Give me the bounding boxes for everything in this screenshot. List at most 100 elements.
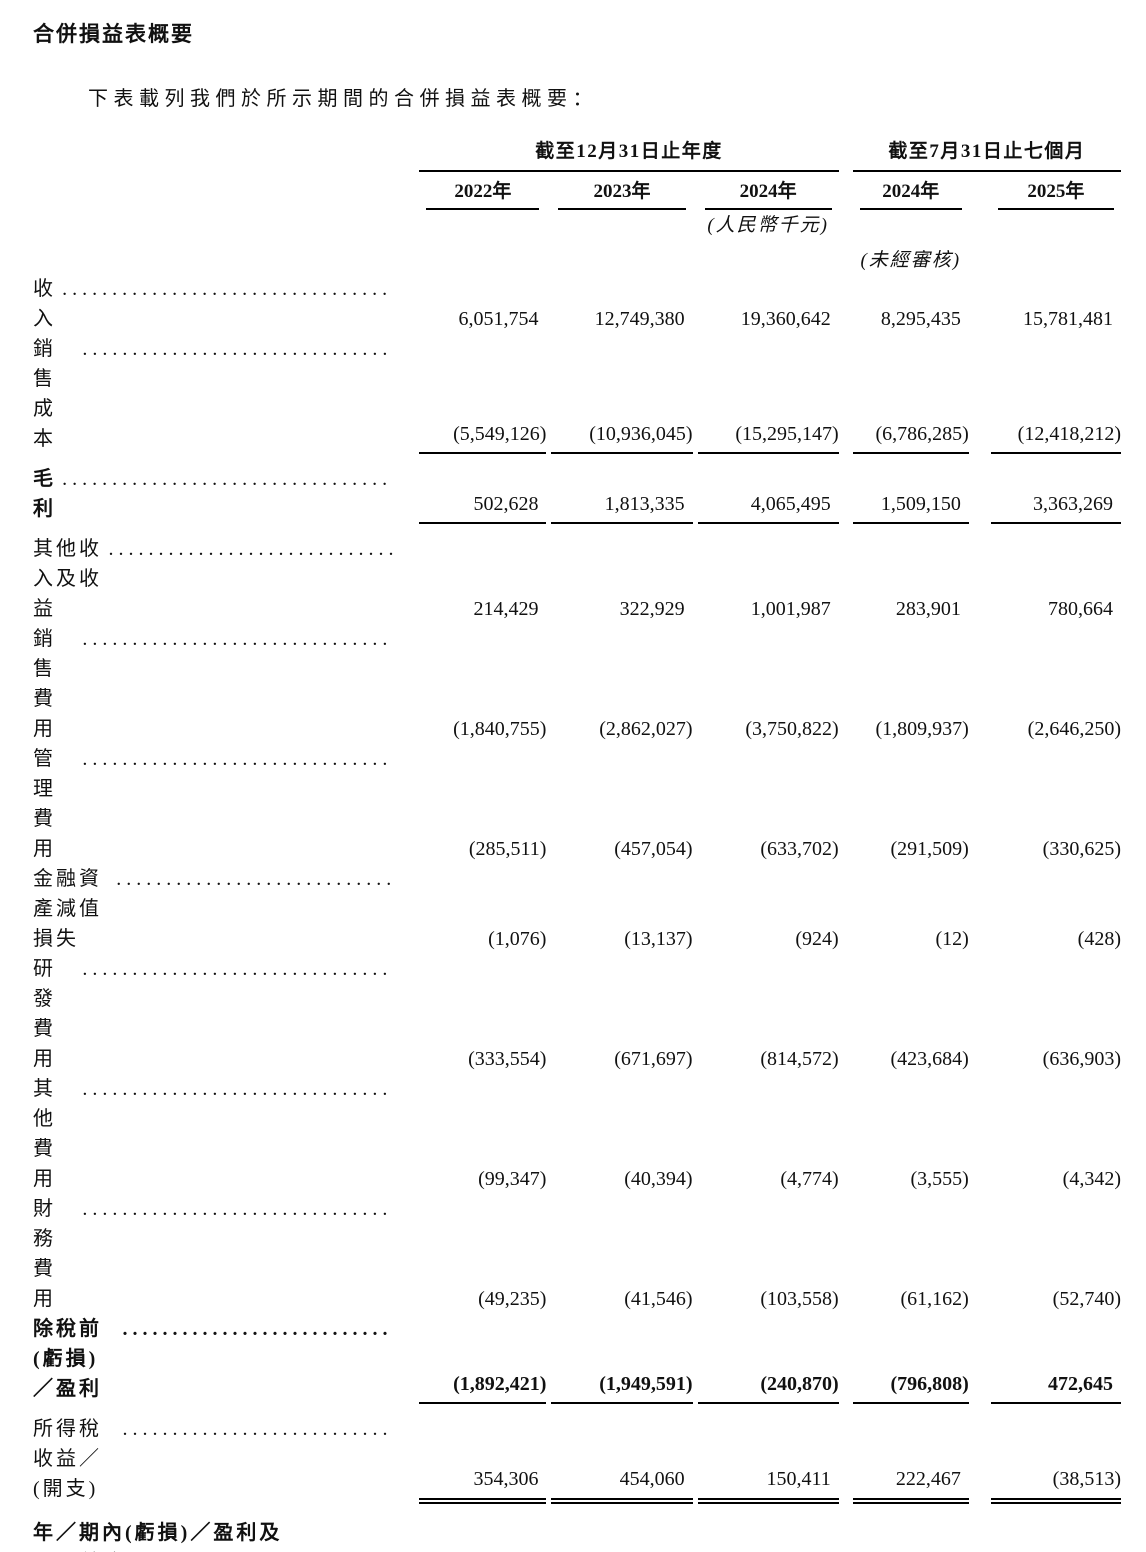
dot-leader [76,334,393,364]
year-header-2022: 2022年 [426,180,540,210]
year-header-2025-interim: 2025年 [997,180,1114,210]
table-row: 銷售費用 (1,840,755) (2,862,027) (3,750,822)… [33,624,1121,744]
cell-value: 322,929 [619,598,685,620]
table-row: 管理費用 (285,511) (457,054) (633,702) (291,… [33,744,1121,864]
table-row: 其他費用 (99,347) (40,394) (4,774) (3,555) (… [33,1074,1121,1194]
cell-value: 214,429 [473,598,539,620]
row-label: 所得稅收益／(開支) [33,1418,102,1500]
cell-value: 454,060 [619,1468,685,1490]
dot-leader [116,1414,393,1444]
cell-value: (3,750,822) [745,718,839,740]
cell-value: (285,511) [468,838,547,860]
cell-value: (4,342) [1062,1168,1121,1190]
cell-value: 222,467 [895,1468,961,1490]
dot-leader [76,1074,393,1104]
year-header-2023: 2023年 [558,180,686,210]
cell-value: (52,740) [1052,1288,1121,1310]
table-row: 收入 6,051,754 12,749,380 19,360,642 8,295… [33,274,1121,334]
cell-value: 283,901 [895,598,961,620]
cell-value: (6,786,285) [875,423,969,445]
cell-value: 1,509,150 [880,493,961,515]
income-statement-table: 截至12月31日止年度 截至7月31日止七個月 2022年 2023年 2024… [33,140,1121,1552]
cell-value: (4,774) [780,1168,839,1190]
dot-leader [159,1548,393,1552]
cell-value: 12,749,380 [594,308,685,330]
row-label: 綜合(虧損)／收益總額 [81,1548,159,1552]
cell-value: (633,702) [760,838,839,860]
table-row: 金融資產減值損失 (1,076) (13,137) (924) (12) (42… [33,864,1121,954]
cell-value: (428) [1077,928,1121,950]
cell-value: (240,870) [760,1373,839,1395]
table-row: 所得稅收益／(開支) 354,306 454,060 150,411 222,4… [33,1404,1121,1504]
table-row: 研發費用 (333,554) (671,697) (814,572) (423,… [33,954,1121,1074]
cell-value: (2,646,250) [1027,718,1121,740]
cell-value: (15,295,147) [735,423,839,445]
cell-value: (12) [935,928,969,950]
dot-leader [102,534,393,564]
year-header-2024: 2024年 [704,180,832,210]
year-header-2024-interim: 2024年 [859,180,962,210]
period-group-annual: 截至12月31日止年度 [419,140,839,172]
table-row: 其他收入及收益 214,429 322,929 1,001,987 283,90… [33,524,1121,624]
cell-value: 19,360,642 [740,308,831,330]
cell-value: (423,684) [890,1048,969,1070]
row-label: 金融資產減值損失 [33,868,102,950]
cell-value: 150,411 [766,1468,831,1490]
cell-value: 472,645 [1048,1373,1113,1395]
cell-value: 3,363,269 [1033,493,1113,515]
cell-value: 6,051,754 [458,308,539,330]
cell-value: 1,001,987 [750,598,831,620]
cell-value: (333,554) [468,1048,547,1070]
row-label: 銷售費用 [33,628,56,740]
table-row: 毛利 502,628 1,813,335 4,065,495 1,509,150… [33,454,1121,524]
cell-value: (1,076) [488,928,547,950]
unit-note-row: (人民幣千元) [33,210,1121,239]
cell-value: 4,065,495 [750,493,831,515]
cell-value: (671,697) [614,1048,693,1070]
cell-value: (13,137) [624,928,693,950]
dot-leader [110,864,393,894]
cell-value: (924) [795,928,839,950]
dot-leader [76,1194,393,1224]
row-label: 管理費用 [33,748,56,860]
row-label: 銷售成本 [33,338,56,450]
cell-value: (1,809,937) [875,718,969,740]
cell-value: (291,509) [890,838,969,860]
period-group-seven-months: 截至7月31日止七個月 [852,140,1121,172]
cell-value: (1,949,591) [599,1373,693,1395]
currency-unit-note: (人民幣千元) [707,215,829,236]
cell-value: (1,892,421) [453,1373,547,1395]
cell-value: (12,418,212) [1017,423,1121,445]
row-label: 財務費用 [33,1198,56,1310]
row-label: 研發費用 [33,958,56,1070]
cell-value: (38,513) [1052,1468,1121,1490]
cell-value: (2,862,027) [599,718,693,740]
dot-leader [76,954,393,984]
year-header-row: 2022年 2023年 2024年 2024年 2025年 [33,172,1121,210]
dot-leader [56,464,393,494]
cell-value: (99,347) [478,1168,547,1190]
row-label: 年／期內(虧損)／盈利及 [33,1522,283,1544]
cell-value: (814,572) [760,1048,839,1070]
cell-value: (10,936,045) [589,423,693,445]
cell-value: (636,903) [1042,1048,1121,1070]
page-title: 合併損益表概要 [33,22,194,46]
cell-value: (330,625) [1042,838,1121,860]
row-label: 除稅前(虧損)／盈利 [33,1318,102,1400]
table-row: 除稅前(虧損)／盈利 (1,892,421) (1,949,591) (240,… [33,1314,1121,1404]
unaudited-note-row: (未經審核) [33,239,1121,274]
table-row: 年／期內(虧損)／盈利及 綜合(虧損)／收益總額 (1,538,115) (1,… [33,1504,1121,1552]
cell-value: (3,555) [910,1168,969,1190]
cell-value: 1,813,335 [604,493,685,515]
dot-leader [56,274,393,304]
dot-leader [116,1314,393,1344]
cell-value: (41,546) [624,1288,693,1310]
cell-value: (796,808) [890,1373,969,1395]
cell-value: (103,558) [760,1288,839,1310]
cell-value: 8,295,435 [880,308,961,330]
cell-value: (61,162) [900,1288,969,1310]
cell-value: (1,840,755) [453,718,547,740]
cell-value: 502,628 [473,493,539,515]
cell-value: (457,054) [614,838,693,860]
